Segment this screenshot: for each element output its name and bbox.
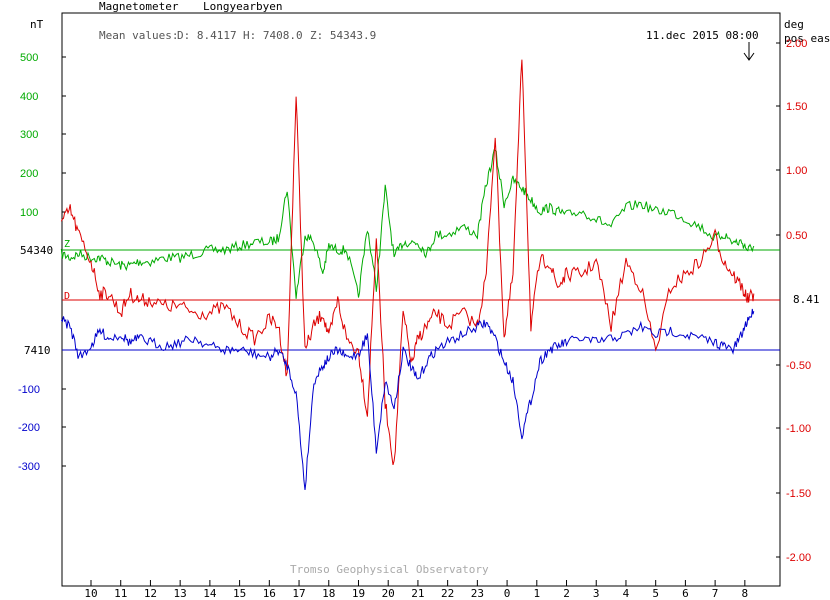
mean-d-value: D: 8.4117 (177, 29, 237, 42)
instrument-title: Magnetometer (99, 0, 179, 13)
x-tick-label: 8 (742, 587, 749, 600)
left-tick-label: -300 (18, 461, 40, 473)
x-tick-label: 7 (712, 587, 719, 600)
x-tick-label: 23 (471, 587, 484, 600)
right-tick-label: 1.00 (786, 165, 807, 177)
series-line-z (60, 149, 755, 299)
z-baseline-label: 54340 (20, 244, 53, 257)
right-unit-label-2: pos east (784, 32, 830, 45)
x-tick-label: 20 (382, 587, 395, 600)
x-tick-label: 5 (652, 587, 659, 600)
current-d-label: 8.41 (793, 293, 820, 306)
mean-h-value: H: 7408.0 (243, 29, 303, 42)
x-tick-label: 2 (563, 587, 570, 600)
right-tick-label: 0.50 (786, 230, 807, 242)
left-tick-label: 200 (20, 168, 38, 180)
left-tick-label: 400 (20, 91, 38, 103)
x-tick-label: 13 (174, 587, 187, 600)
x-tick-label: 12 (144, 587, 157, 600)
credit-footer: Tromso Geophysical Observatory (290, 563, 489, 576)
x-tick-label: 1 (533, 587, 540, 600)
x-tick-label: 3 (593, 587, 600, 600)
z-series-tag: Z (64, 239, 70, 250)
right-tick-label: 2.00 (786, 38, 807, 50)
right-tick-label: -0.50 (786, 360, 811, 372)
left-tick-label: 100 (20, 207, 38, 219)
h-baseline-label: 7410 (24, 344, 51, 357)
x-tick-label: 18 (322, 587, 335, 600)
mean-values-prefix: Mean values: (99, 29, 178, 42)
x-tick-label: 6 (682, 587, 689, 600)
right-tick-label: -1.00 (786, 423, 811, 435)
x-tick-label: 22 (441, 587, 454, 600)
series-lines (60, 59, 755, 491)
series-line-d (60, 59, 755, 466)
series-line-h (60, 308, 755, 491)
left-tick-label: 500 (20, 52, 38, 64)
mean-z-value: Z: 54343.9 (310, 29, 376, 42)
x-tick-label: 4 (623, 587, 630, 600)
x-tick-label: 16 (263, 587, 276, 600)
x-tick-label: 11 (114, 587, 127, 600)
left-unit-label: nT (30, 18, 44, 31)
x-tick-label: 17 (292, 587, 305, 600)
right-tick-label: 1.50 (786, 101, 807, 113)
right-unit-label: deg (784, 18, 804, 31)
x-tick-label: 14 (203, 587, 217, 600)
left-tick-label: 300 (20, 129, 38, 141)
station-title: Longyearbyen (203, 0, 282, 13)
x-tick-label: 0 (504, 587, 511, 600)
x-tick-label: 21 (411, 587, 424, 600)
x-tick-label: 15 (233, 587, 246, 600)
axis-ticks: 500400300200100-100-200-3002.001.501.000… (18, 38, 811, 600)
right-tick-label: -2.00 (786, 552, 811, 564)
timestamp: 11.dec 2015 08:00 (646, 29, 759, 42)
right-tick-label: -1.50 (786, 488, 811, 500)
arrow-down-icon (743, 42, 755, 61)
d-series-tag: D (64, 291, 70, 302)
left-tick-label: -200 (18, 422, 40, 434)
left-tick-label: -100 (18, 384, 40, 396)
x-tick-label: 19 (352, 587, 365, 600)
x-tick-label: 10 (84, 587, 97, 600)
